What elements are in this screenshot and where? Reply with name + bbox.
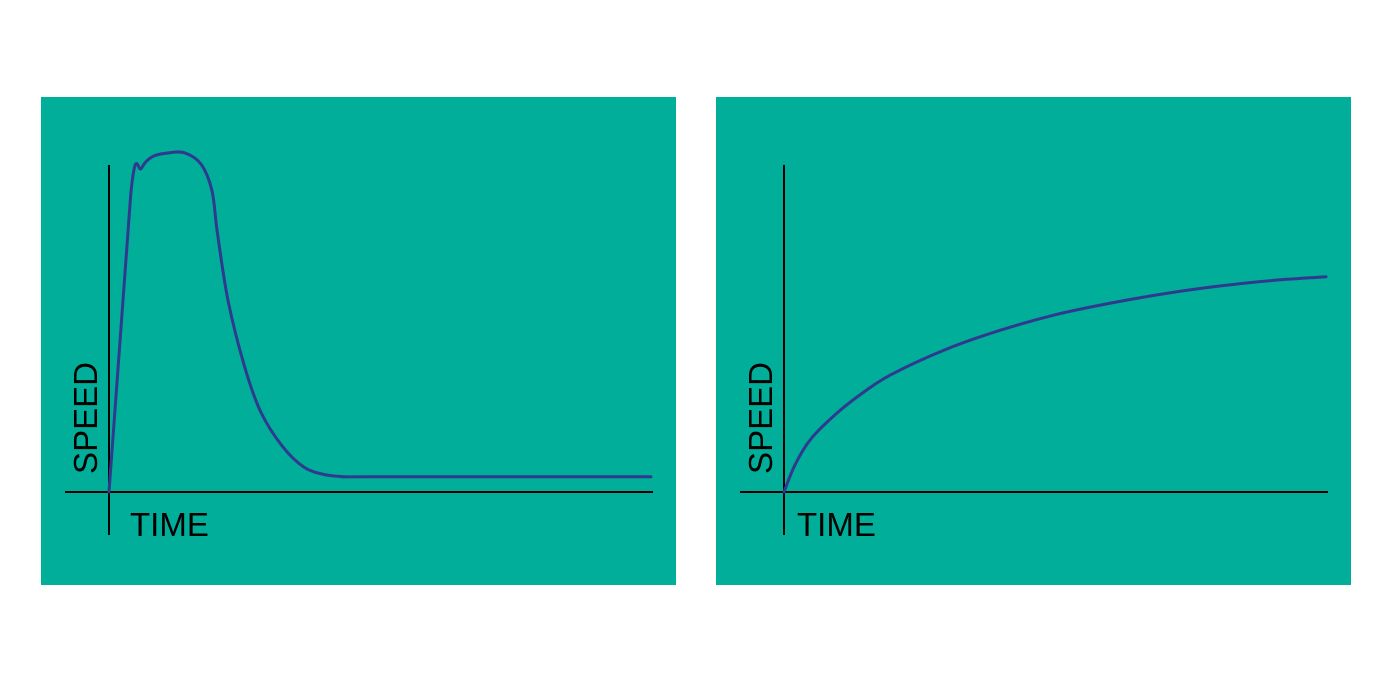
chart-1-x-axis-label: TIME <box>130 506 209 543</box>
chart-1-svg: SPEED TIME <box>41 97 676 585</box>
chart-2-speed-curve <box>782 275 1328 494</box>
chart-2-background <box>716 97 1351 585</box>
chart-1-y-axis-label: SPEED <box>67 362 104 474</box>
chart-1-speed-curve <box>107 150 653 494</box>
speed-time-chart-2: SPEED TIME <box>716 97 1351 585</box>
chart-2-x-axis-label: TIME <box>797 506 876 543</box>
chart-1-background <box>41 97 676 585</box>
speed-time-chart-1: SPEED TIME <box>41 97 676 585</box>
chart-2-y-axis-label: SPEED <box>742 362 779 474</box>
chart-2-svg: SPEED TIME <box>716 97 1351 585</box>
